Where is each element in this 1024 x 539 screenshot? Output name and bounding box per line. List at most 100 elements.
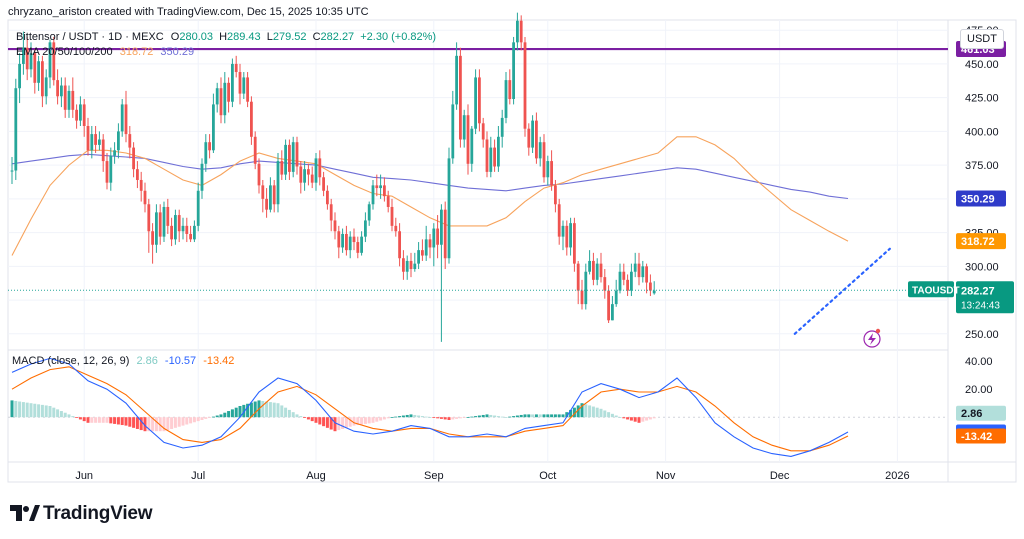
macd-histogram-bar [344,417,348,428]
macd-histogram-bar [550,414,554,418]
macd-histogram-bar [618,417,622,418]
candle-body [614,290,618,305]
macd-histogram-bar [466,417,470,418]
high-value: 289.43 [227,31,261,43]
macd-histogram-bar [303,417,307,418]
macd-histogram-bar [162,417,166,432]
macd-histogram-bar [500,416,504,418]
macd-histogram-bar [200,417,204,420]
macd-histogram-bar [607,412,611,418]
flash-icon[interactable] [863,328,881,348]
candle-body [234,63,238,73]
macd-histogram-bar [128,417,132,427]
chart-canvas[interactable]: 475.00450.00425.00400.00375.00350.00325.… [0,0,1024,490]
macd-histogram-bar [439,417,443,419]
candle-body [257,163,261,186]
macd-histogram-bar [337,417,341,431]
candle-body [398,231,401,259]
candle-body [52,42,56,81]
macd-histogram-bar [629,417,633,421]
macd-histogram-bar [124,417,128,426]
macd-histogram-bar [534,414,538,418]
candle-body [29,53,33,70]
candle-body [265,198,268,210]
macd-histogram-bar [284,407,288,418]
candle-body [542,142,546,178]
candle-body [291,142,295,172]
currency-button[interactable]: USDT [960,29,1004,49]
macd-histogram-bar [504,417,508,418]
brand-name: TradingView [43,503,153,524]
high-label: H [219,31,228,43]
candle-body [200,163,204,191]
macd-histogram-bar [348,417,352,427]
macd-histogram-bar [633,417,637,422]
tradingview-logo[interactable]: TradingView [10,503,153,525]
candle-body [341,233,344,248]
open-label: O [170,31,180,43]
ema-label[interactable]: EMA 20/50/100/200 [16,46,113,58]
time-tick-label: Jul [191,470,205,482]
macd-histogram-bar [230,409,234,418]
candle-body [215,88,219,105]
candle-body [82,104,86,126]
macd-histogram-bar [272,402,276,418]
candle-body [231,63,234,102]
macd-label[interactable]: MACD (close, 12, 26, 9) [12,355,130,367]
candle-body [276,161,280,205]
macd-histogram-bar [371,417,375,423]
author-line: chryzano_ariston created with TradingVie… [8,6,369,18]
candle-body [280,161,284,175]
candle-body [527,128,531,148]
macd-histogram-bar [610,413,614,418]
macd-histogram-bar [147,417,151,432]
macd-histogram-bar [375,417,379,422]
candle-body [409,260,413,270]
candle-body [105,161,109,183]
macd-histogram-bar [25,402,29,418]
trendline-dotted [793,247,891,335]
candle-body [405,260,409,272]
candle-body [56,80,59,97]
macd-histogram-bar [538,414,542,418]
macd-histogram-bar [508,416,512,418]
macd-histogram-bar [265,401,269,418]
trendline[interactable] [793,247,891,335]
candle-body [269,185,272,210]
macd-histogram-bar [181,417,185,426]
macd-histogram-bar [645,417,649,421]
macd-histogram-bar [569,409,573,418]
candle-body [345,233,348,251]
candle-body [356,242,360,253]
candle-body [109,155,113,183]
candle-body [75,109,78,121]
macd-histogram-bar [276,403,280,418]
price-tick-label: 250.00 [965,329,999,341]
candle-body [333,220,337,232]
candle-body [326,190,329,205]
candle-body [386,196,390,207]
candle-body [299,166,303,183]
macd-hist-tag-bg [956,405,1006,421]
macd-histogram-bar [48,406,52,418]
candle-body [637,263,641,278]
candle-body [124,104,128,135]
candle-body [561,225,565,237]
candle-body [599,263,603,278]
candle-body [462,115,466,140]
macd-histogram-bar [211,416,215,418]
macd-histogram-bar [363,417,367,424]
candle-body [485,139,489,172]
candle-body [352,236,356,243]
macd-histogram-bar [299,416,303,418]
candle-body [516,20,519,43]
symbol-title[interactable]: Bittensor / USDT · 1D · MEXC [16,31,164,43]
macd-histogram-bar [295,414,299,418]
macd-histogram-bar [424,416,428,418]
candle-body [523,42,527,129]
legend-row: Bittensor / USDT · 1D · MEXC O280.03 H28… [16,31,436,43]
candle-body [63,85,67,110]
macd-histogram-bar [208,417,212,418]
macd-histogram-bar [462,417,466,418]
macd-histogram-bar [219,414,223,418]
